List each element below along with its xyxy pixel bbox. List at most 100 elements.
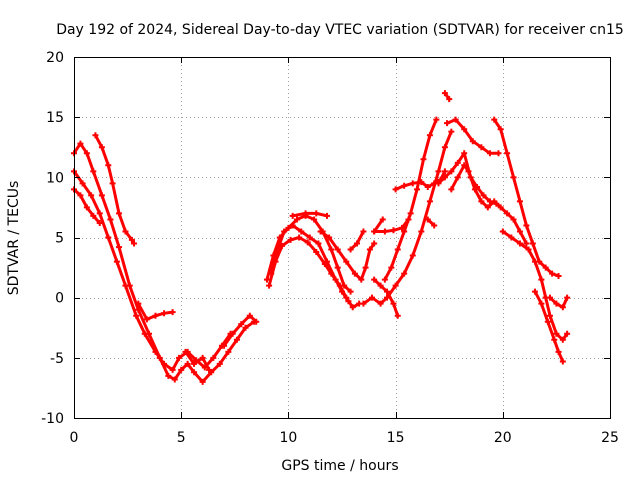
- x-tick-label: 20: [494, 430, 512, 446]
- data-point: [296, 234, 303, 241]
- data-point: [461, 150, 468, 157]
- data-point: [553, 330, 560, 337]
- data-point: [504, 210, 511, 217]
- data-point: [441, 144, 448, 151]
- data-point: [555, 348, 562, 355]
- series-line: [291, 211, 329, 218]
- data-point: [538, 276, 545, 283]
- data-point: [349, 304, 356, 311]
- data-point: [564, 294, 571, 301]
- data-point: [394, 246, 401, 253]
- data-point: [424, 183, 431, 190]
- data-point: [377, 282, 384, 289]
- data-point: [426, 132, 433, 139]
- data-point: [345, 298, 352, 305]
- data-point: [441, 90, 448, 97]
- data-point: [221, 342, 228, 349]
- data-point: [414, 186, 421, 193]
- series-arc-27: [531, 288, 566, 365]
- data-point: [559, 304, 566, 311]
- data-point: [392, 282, 399, 289]
- data-point: [191, 369, 198, 376]
- data-point: [268, 270, 275, 277]
- x-axis-label: GPS time / hours: [281, 458, 398, 474]
- data-point: [281, 228, 288, 235]
- data-point: [499, 228, 506, 235]
- data-point: [354, 240, 361, 247]
- data-point: [88, 192, 95, 199]
- data-point: [199, 378, 206, 385]
- data-point: [360, 300, 367, 307]
- tick-layer: 0 5 10 15 20 25 -10 -5 0 5 10 15 20: [41, 50, 619, 446]
- data-point: [546, 312, 553, 319]
- data-point: [559, 336, 566, 343]
- y-tick-label: -10: [41, 411, 64, 427]
- data-point: [90, 212, 97, 219]
- data-point: [559, 358, 566, 365]
- data-point: [107, 216, 114, 223]
- data-point: [135, 300, 142, 307]
- data-point: [510, 174, 517, 181]
- x-tick-label: 5: [177, 430, 186, 446]
- data-point: [478, 144, 485, 151]
- data-point: [317, 228, 324, 235]
- data-point: [448, 128, 455, 135]
- data-point: [143, 316, 150, 323]
- data-point: [388, 264, 395, 271]
- data-point: [435, 168, 442, 175]
- x-tick-label: 25: [601, 430, 619, 446]
- data-point: [306, 234, 313, 241]
- data-point: [435, 180, 442, 187]
- series-arc-18: [371, 216, 412, 235]
- data-point: [225, 348, 232, 355]
- data-point: [92, 132, 99, 139]
- data-point: [98, 192, 105, 199]
- data-point: [323, 212, 330, 219]
- data-point: [461, 162, 468, 169]
- data-point: [105, 162, 112, 169]
- series-arc-17: [381, 116, 440, 283]
- data-point: [116, 210, 123, 217]
- data-point: [233, 336, 240, 343]
- data-point: [165, 372, 172, 379]
- data-point: [77, 140, 84, 147]
- data-point: [384, 294, 391, 301]
- y-tick-label: 0: [55, 291, 64, 307]
- data-point: [384, 288, 391, 295]
- data-point: [358, 276, 365, 283]
- series-line: [372, 217, 385, 233]
- data-point: [98, 144, 105, 151]
- data-point: [371, 228, 378, 235]
- data-point: [401, 228, 408, 235]
- data-point: [377, 300, 384, 307]
- data-point: [326, 234, 333, 241]
- data-point: [274, 246, 281, 253]
- data-point: [491, 116, 498, 123]
- data-point: [529, 240, 536, 247]
- data-point: [452, 116, 459, 123]
- data-point: [418, 179, 425, 186]
- data-point: [371, 276, 378, 283]
- data-point: [433, 116, 440, 123]
- data-point: [441, 168, 448, 175]
- series-arc-20: [424, 216, 438, 229]
- data-point: [484, 204, 491, 211]
- data-point: [454, 159, 461, 166]
- data-point: [161, 360, 168, 367]
- data-point: [133, 312, 140, 319]
- data-point: [315, 240, 322, 247]
- series-arc-10: [268, 222, 352, 305]
- data-point: [289, 212, 296, 219]
- series-arc-3: [71, 186, 103, 227]
- data-point: [401, 270, 408, 277]
- data-point: [347, 246, 354, 253]
- data-point: [328, 246, 335, 253]
- data-point: [122, 228, 129, 235]
- data-point: [555, 273, 562, 280]
- data-point: [332, 276, 339, 283]
- series-arc-6: [182, 348, 213, 373]
- x-tick-label: 0: [70, 430, 79, 446]
- data-point: [191, 360, 198, 367]
- data-point: [152, 312, 159, 319]
